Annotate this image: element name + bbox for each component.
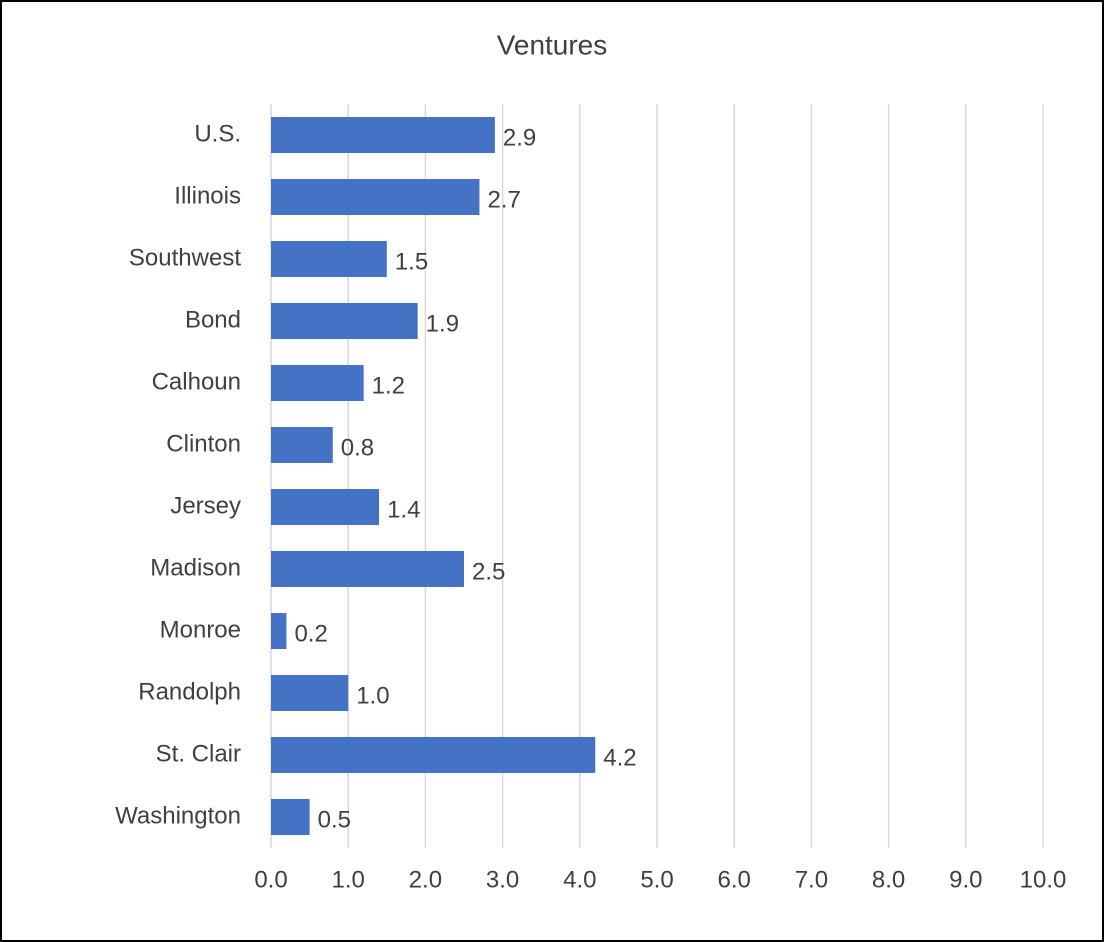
y-tick-label: Randolph: [138, 678, 241, 705]
y-tick-label: Calhoun: [152, 368, 241, 395]
x-tick-label: 7.0: [795, 866, 828, 893]
bar: [271, 551, 464, 587]
bar: [271, 427, 333, 463]
data-label: 1.9: [426, 310, 459, 337]
x-tick-label: 1.0: [332, 866, 365, 893]
x-tick-label: 2.0: [409, 866, 442, 893]
data-label: 1.4: [387, 496, 420, 523]
data-label: 0.8: [341, 434, 374, 461]
data-label: 4.2: [603, 744, 636, 771]
x-tick-label: 9.0: [949, 866, 982, 893]
data-label: 2.5: [472, 558, 505, 585]
data-label: 1.2: [372, 372, 405, 399]
data-label: 1.0: [356, 682, 389, 709]
x-tick-label: 6.0: [718, 866, 751, 893]
x-tick-label: 5.0: [640, 866, 673, 893]
bar: [271, 613, 287, 649]
y-tick-label: Madison: [150, 554, 241, 581]
data-label: 1.5: [395, 248, 428, 275]
y-tick-label: Bond: [185, 306, 241, 333]
y-tick-label: St. Clair: [156, 740, 241, 767]
bar: [271, 799, 310, 835]
y-tick-label: Illinois: [174, 182, 241, 209]
data-label: 2.9: [503, 124, 536, 151]
x-tick-label: 8.0: [872, 866, 905, 893]
bar: [271, 241, 387, 277]
data-label: 0.2: [294, 620, 327, 647]
data-label: 2.7: [487, 186, 520, 213]
y-tick-label: Jersey: [170, 492, 241, 519]
bar: [271, 117, 495, 153]
y-tick-label: Monroe: [160, 616, 241, 643]
y-tick-label: U.S.: [194, 120, 241, 147]
bar: [271, 737, 596, 773]
y-tick-label: Southwest: [129, 244, 241, 271]
bar: [271, 489, 380, 525]
data-label: 0.5: [318, 806, 351, 833]
x-tick-label: 10.0: [1020, 866, 1067, 893]
x-tick-label: 3.0: [486, 866, 519, 893]
chart-title: Ventures: [497, 29, 608, 60]
bar: [271, 675, 349, 711]
bar: [271, 179, 480, 215]
bar: [271, 303, 418, 339]
y-tick-label: Clinton: [166, 430, 241, 457]
x-tick-label: 0.0: [254, 866, 287, 893]
bar: [271, 365, 364, 401]
y-tick-label: Washington: [115, 802, 241, 829]
x-tick-label: 4.0: [563, 866, 596, 893]
